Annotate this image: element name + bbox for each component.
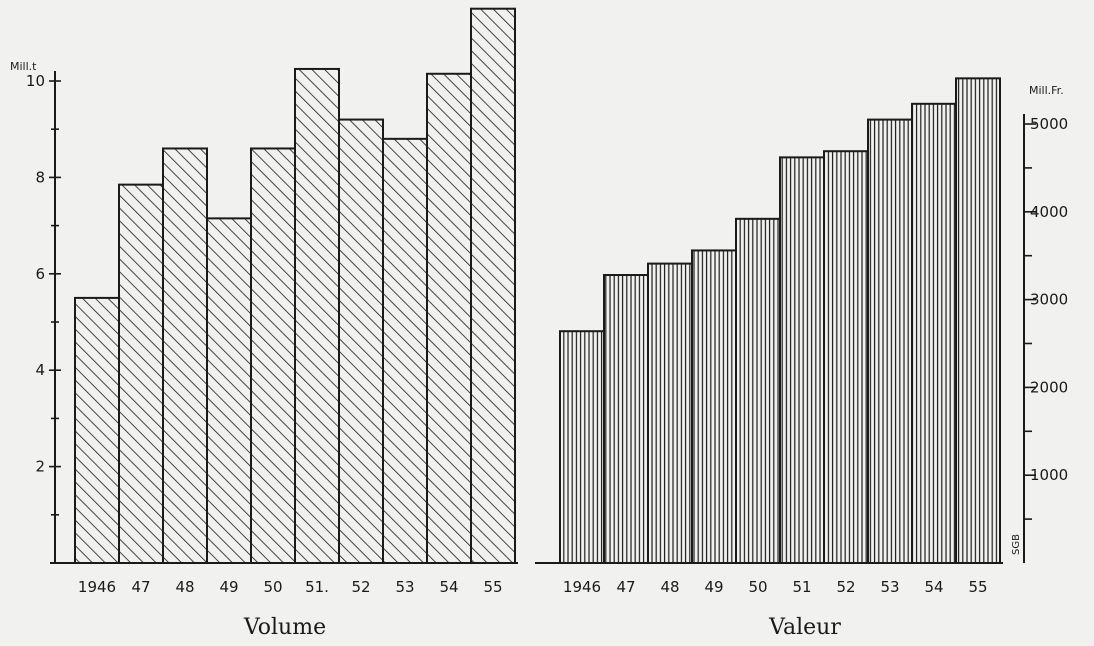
valeur-bar-50: [735, 217, 781, 564]
valeur-bar-54: [911, 102, 957, 564]
valeur-ytick-label: 4000: [1030, 203, 1068, 221]
valeur-bar-49: [691, 249, 737, 564]
valeur-bar-53: [867, 118, 913, 565]
valeur-xtick-label: 54: [924, 578, 943, 596]
valeur-xtick-label: 48: [660, 578, 679, 596]
valeur-bar-52: [823, 150, 869, 565]
volume-bar-49: [206, 217, 252, 564]
volume-xtick-label: 55: [483, 578, 502, 596]
volume-xtick-label: 52: [351, 578, 370, 596]
valeur-xtick-label: 47: [616, 578, 635, 596]
volume-bar-50: [250, 147, 296, 564]
volume-bar-51: [294, 67, 340, 564]
valeur-xtick-label: 49: [704, 578, 723, 596]
volume-xtick-label: 47: [131, 578, 150, 596]
volume-xtick-label: 48: [175, 578, 194, 596]
volume-bar-47: [118, 183, 164, 564]
volume-ytick-label: 10: [26, 72, 45, 90]
valeur-ytick-label: 2000: [1030, 378, 1068, 396]
volume-xtick-label: 1946: [78, 578, 116, 596]
sgb-mark: SGB: [1011, 534, 1022, 555]
volume-bar-52: [338, 118, 384, 564]
volume-bar-54: [426, 72, 472, 565]
valeur-xtick-label: 52: [836, 578, 855, 596]
volume-bar-55: [470, 7, 516, 564]
valeur-ytick-label: 3000: [1030, 291, 1068, 309]
valeur-bar-48: [647, 262, 693, 564]
volume-ytick-label: 2: [35, 458, 45, 476]
volume-bar-1946: [74, 296, 120, 564]
valeur-xtick-label: 53: [880, 578, 899, 596]
volume-xtick-label: 51.: [305, 578, 329, 596]
volume-ytick-label: 8: [35, 168, 45, 186]
valeur-bar-47: [603, 274, 649, 564]
valeur-xtick-label: 1946: [563, 578, 601, 596]
volume-xtick-label: 54: [439, 578, 458, 596]
volume-xtick-label: 50: [263, 578, 282, 596]
volume-title: Volume: [243, 615, 326, 640]
valeur-ytick-label: 5000: [1030, 115, 1068, 133]
valeur-ytick-label: 1000: [1030, 466, 1068, 484]
valeur-unit-label: Mill.Fr.: [1029, 84, 1064, 97]
valeur-bar-55: [955, 77, 1001, 565]
valeur-title: Valeur: [768, 615, 841, 640]
volume-xtick-label: 53: [395, 578, 414, 596]
valeur-bar-1946: [559, 330, 605, 565]
valeur-chart: 1946 47 48 49 50 51 52 53 54 55 1000 2000 3000 4000 50…: [535, 77, 1068, 640]
volume-bar-53: [382, 137, 428, 564]
volume-ytick-label: 4: [35, 361, 45, 379]
valeur-xtick-label: 55: [968, 578, 987, 596]
volume-xtick-label: 49: [219, 578, 238, 596]
valeur-xtick-label: 51: [792, 578, 811, 596]
volume-unit-label: Mill.t: [10, 60, 37, 73]
volume-ytick-label: 6: [35, 265, 45, 283]
valeur-xtick-label: 50: [748, 578, 767, 596]
volume-bar-48: [162, 147, 208, 564]
valeur-bar-51: [779, 156, 825, 564]
